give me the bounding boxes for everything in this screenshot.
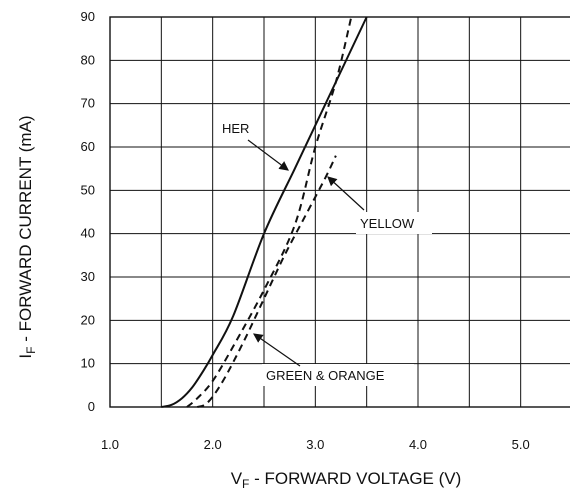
y-tick-label: 30	[81, 269, 95, 284]
x-axis-ticks: 1.0 2.0 3.0 4.0 5.0	[101, 437, 530, 452]
x-axis-title-sub: F	[242, 477, 249, 491]
series-green-orange-line	[196, 155, 337, 408]
annotation-green-orange-bg	[262, 364, 414, 386]
x-tick-label: 5.0	[512, 437, 530, 452]
x-tick-label: 2.0	[204, 437, 222, 452]
annotation-yellow-bg	[356, 212, 432, 234]
annotation-her-arrow	[247, 139, 289, 171]
y-axis-title-main: I	[16, 354, 35, 359]
x-tick-label: 4.0	[409, 437, 427, 452]
y-tick-label: 10	[81, 356, 95, 371]
y-tick-label: 90	[81, 9, 95, 24]
annotation-her: HER	[222, 121, 289, 171]
x-tick-label: 3.0	[306, 437, 324, 452]
plot-frame	[109, 16, 570, 408]
x-axis-title-main: V	[231, 469, 243, 488]
y-axis-title-rest: - FORWARD CURRENT (mA)	[16, 115, 35, 346]
annotation-green-orange-arrow	[253, 333, 301, 367]
y-axis-ticks: 0 10 20 30 40 50 60 70 80 90	[81, 9, 95, 414]
y-tick-label: 70	[81, 96, 95, 111]
y-tick-label: 60	[81, 139, 95, 154]
y-tick-label: 40	[81, 226, 95, 241]
y-tick-label: 80	[81, 52, 95, 67]
y-axis-title: IF - FORWARD CURRENT (mA)	[16, 115, 38, 358]
y-axis-title-sub: F	[24, 346, 38, 353]
annotation-yellow: YELLOW	[327, 176, 432, 234]
x-axis-title-rest: - FORWARD VOLTAGE (V)	[249, 469, 461, 488]
annotation-yellow-arrow	[327, 176, 365, 211]
annotation-green-orange-label: GREEN & ORANGE	[266, 368, 385, 383]
series-yellow-line	[186, 16, 353, 408]
y-tick-label: 20	[81, 312, 95, 327]
y-tick-label: 0	[88, 399, 95, 414]
x-tick-label: 1.0	[101, 437, 119, 452]
series-her-line	[161, 16, 368, 408]
annotation-yellow-label: YELLOW	[360, 216, 415, 231]
annotation-green-orange: GREEN & ORANGE	[253, 333, 414, 386]
x-axis-title: VF - FORWARD VOLTAGE (V)	[231, 469, 462, 491]
annotation-her-label: HER	[222, 121, 249, 136]
y-tick-label: 50	[81, 182, 95, 197]
series-lines	[161, 16, 368, 408]
